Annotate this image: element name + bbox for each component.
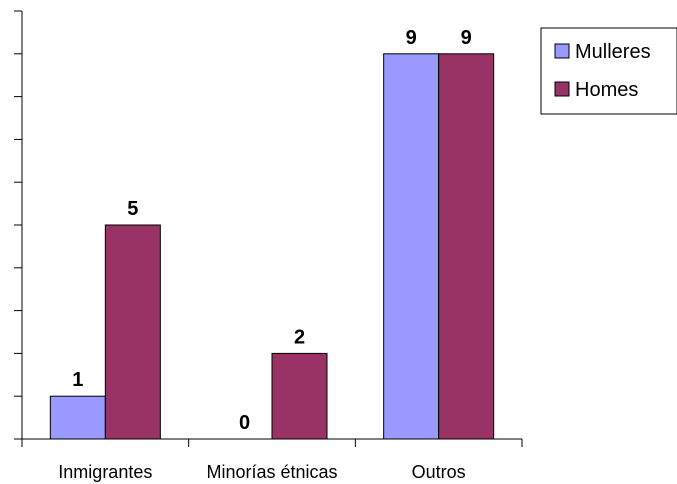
legend-label-homes: Homes xyxy=(575,79,638,101)
bar-homes-1 xyxy=(271,352,328,440)
data-label-homes-0: 5 xyxy=(127,198,138,220)
legend-swatch-homes xyxy=(554,81,570,97)
legend-swatch-mulleres xyxy=(554,43,570,59)
chart-legend: Mulleres Homes xyxy=(540,27,677,115)
bar-mulleres-2 xyxy=(383,53,440,440)
x-category-label: Outros xyxy=(412,462,466,482)
data-label-mulleres-1: 0 xyxy=(239,412,250,434)
data-label-homes-2: 9 xyxy=(461,27,472,49)
data-label-homes-1: 2 xyxy=(294,326,305,348)
data-label-mulleres-0: 1 xyxy=(72,369,83,391)
bar-homes-2 xyxy=(438,53,495,440)
chart-category-labels: Inmigrantes Minorías étnicas Outros xyxy=(58,462,465,482)
x-category-label: Minorías étnicas xyxy=(206,462,337,482)
chart-data-labels: 1 5 0 2 9 9 xyxy=(72,27,471,434)
data-label-mulleres-2: 9 xyxy=(406,27,417,49)
chart-bars xyxy=(49,53,495,440)
legend-label-mulleres: Mulleres xyxy=(575,41,651,63)
legend-frame xyxy=(540,27,677,115)
x-category-label: Inmigrantes xyxy=(58,462,152,482)
bar-mulleres-0 xyxy=(49,395,106,440)
bar-homes-0 xyxy=(104,224,161,440)
